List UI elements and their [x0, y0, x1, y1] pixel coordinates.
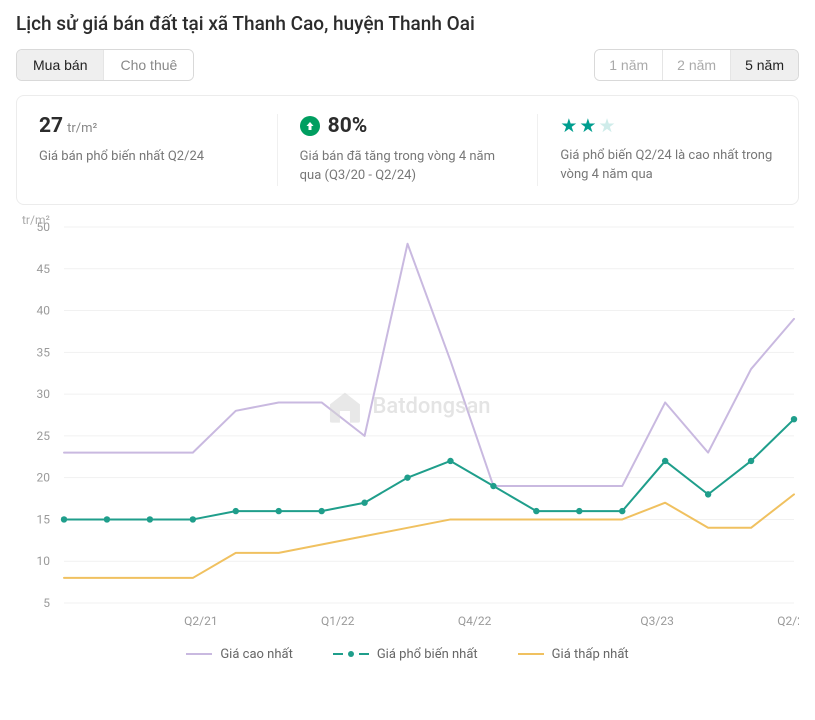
- star-icon: ★: [579, 114, 598, 137]
- svg-text:10: 10: [37, 554, 51, 568]
- summary-rating: ★★★ Giá phổ biến Q2/24 là cao nhất trong…: [537, 114, 798, 186]
- legend-low: Giá thấp nhất: [518, 647, 629, 662]
- range-2y[interactable]: 2 năm: [662, 50, 730, 80]
- legend-dot-icon: [348, 651, 354, 657]
- legend-swatch: [186, 653, 212, 655]
- toolbar: Mua bán Cho thuê 1 năm 2 năm 5 năm: [16, 49, 799, 81]
- chart-legend: Giá cao nhất Giá phổ biến nhất Giá thấp …: [16, 647, 799, 662]
- summary-growth-desc: Giá bán đã tăng trong vòng 4 năm qua (Q3…: [300, 148, 516, 186]
- price-number: 27: [39, 114, 63, 138]
- summary-price-value: 27 tr/m²: [39, 114, 255, 138]
- price-unit: tr/m²: [67, 121, 97, 136]
- price-chart: tr/m² Batdongsan 5101520253035404550Q2/2…: [16, 213, 799, 643]
- summary-growth: 80% Giá bán đã tăng trong vòng 4 năm qua…: [277, 114, 538, 186]
- range-5y[interactable]: 5 năm: [730, 50, 798, 80]
- svg-text:Q2/21: Q2/21: [184, 614, 217, 628]
- svg-text:Q4/22: Q4/22: [458, 614, 492, 628]
- tab-group-range: 1 năm 2 năm 5 năm: [594, 49, 799, 81]
- tab-rent[interactable]: Cho thuê: [103, 50, 193, 80]
- summary-rating-desc: Giá phổ biến Q2/24 là cao nhất trong vòn…: [560, 147, 776, 185]
- y-axis-unit: tr/m²: [22, 213, 50, 227]
- svg-text:Q2/24: Q2/24: [777, 614, 799, 628]
- range-1y[interactable]: 1 năm: [595, 50, 662, 80]
- legend-common: Giá phổ biến nhất: [333, 647, 478, 662]
- page-title: Lịch sử giá bán đất tại xã Thanh Cao, hu…: [16, 12, 799, 35]
- svg-text:Q3/23: Q3/23: [640, 614, 673, 628]
- star-icon: ★: [598, 114, 617, 137]
- tab-sale[interactable]: Mua bán: [17, 50, 103, 80]
- svg-text:Q1/22: Q1/22: [321, 614, 355, 628]
- legend-swatch: [359, 653, 369, 655]
- legend-high: Giá cao nhất: [186, 647, 293, 662]
- svg-text:30: 30: [37, 387, 51, 401]
- summary-price-desc: Giá bán phổ biến nhất Q2/24: [39, 148, 255, 167]
- legend-label: Giá phổ biến nhất: [377, 647, 478, 662]
- legend-swatch: [518, 653, 544, 655]
- svg-text:15: 15: [37, 512, 51, 526]
- rating-stars: ★★★: [560, 114, 776, 137]
- summary-growth-value: 80%: [300, 114, 516, 138]
- legend-label: Giá thấp nhất: [552, 647, 629, 662]
- arrow-up-icon: [300, 116, 320, 136]
- chart-svg: 5101520253035404550Q2/21Q1/22Q4/22Q3/23Q…: [16, 213, 799, 643]
- svg-text:40: 40: [37, 303, 51, 317]
- svg-text:5: 5: [43, 596, 50, 610]
- growth-number: 80%: [328, 114, 368, 138]
- svg-text:20: 20: [37, 470, 51, 484]
- svg-text:25: 25: [37, 429, 51, 443]
- star-icon: ★: [560, 114, 579, 137]
- legend-label: Giá cao nhất: [220, 647, 293, 662]
- summary-panel: 27 tr/m² Giá bán phổ biến nhất Q2/24 80%…: [16, 95, 799, 205]
- legend-swatch: [333, 653, 343, 655]
- tab-group-type: Mua bán Cho thuê: [16, 49, 194, 81]
- summary-price: 27 tr/m² Giá bán phổ biến nhất Q2/24: [17, 114, 277, 186]
- svg-text:45: 45: [37, 261, 51, 275]
- svg-text:35: 35: [37, 345, 51, 359]
